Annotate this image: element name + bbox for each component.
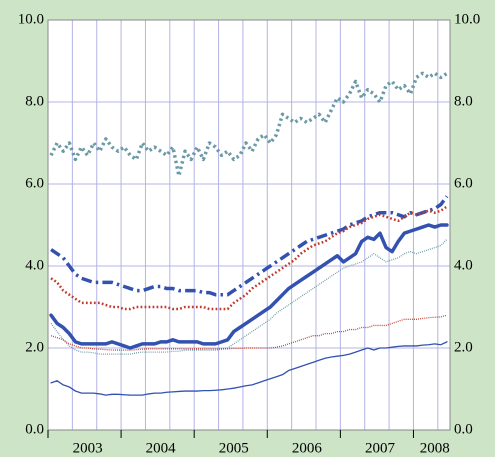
y2-tick-label: 8.0 [454, 93, 473, 109]
y2-tick-label: 2.0 [454, 339, 473, 355]
y2-tick-label: 4.0 [454, 257, 473, 273]
y2-tick-label: 6.0 [454, 175, 473, 191]
y-tick-label: 8.0 [25, 93, 44, 109]
y-tick-label: 10.0 [18, 11, 44, 27]
y-tick-label: 6.0 [25, 175, 44, 191]
series-line [50, 314, 448, 351]
plot-frame [47, 19, 451, 431]
series-line [50, 195, 449, 297]
x-tick-label: 2007 [365, 440, 396, 456]
x-tick-label: 2008 [420, 440, 450, 456]
x-tick-label: 2003 [73, 440, 103, 456]
x-tick-label: 2004 [146, 440, 177, 456]
plot-area [48, 20, 450, 430]
y-tick-label: 4.0 [25, 257, 44, 273]
series-line [49, 71, 448, 178]
y2-tick-label: 0.0 [454, 421, 473, 437]
y2-tick-label: 10.0 [454, 11, 480, 27]
series-line [50, 238, 448, 355]
y-tick-label: 2.0 [25, 339, 44, 355]
y-tick-label: 0.0 [25, 421, 44, 437]
x-tick-label: 2006 [292, 440, 323, 456]
series-line [50, 341, 448, 396]
series-line [49, 223, 449, 350]
x-tick-label: 2005 [219, 440, 249, 456]
